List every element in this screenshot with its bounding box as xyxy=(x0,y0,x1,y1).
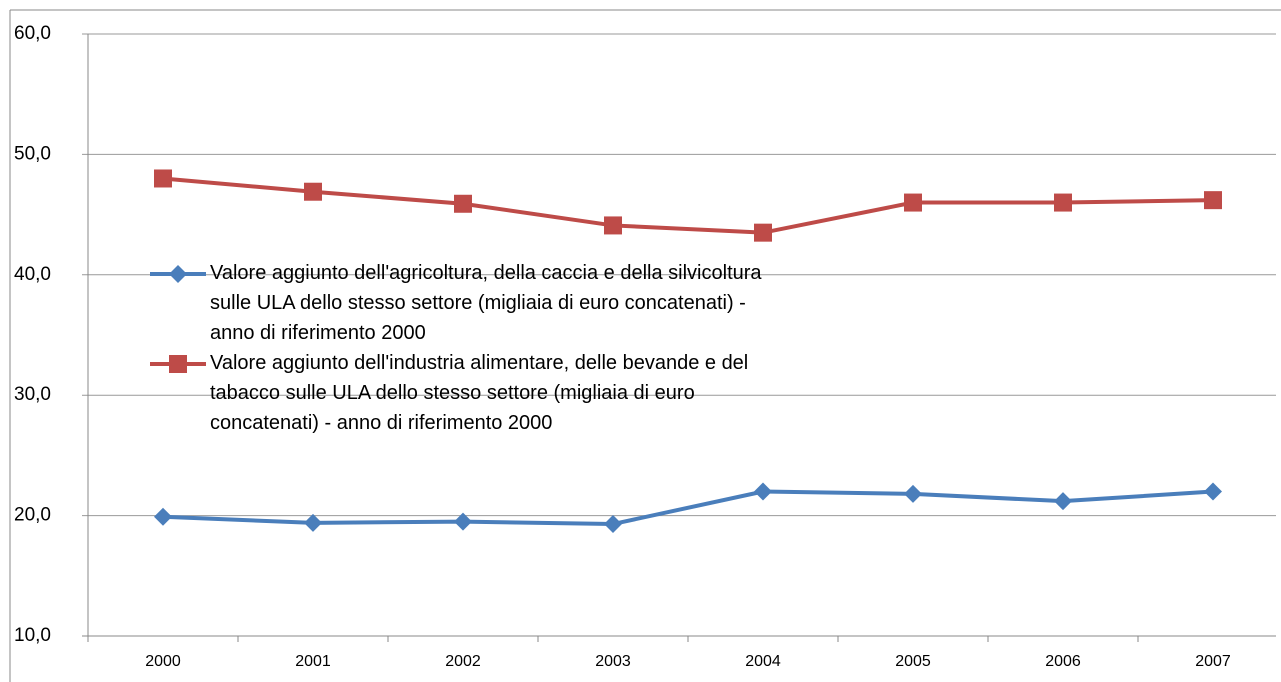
marker xyxy=(904,193,922,212)
marker xyxy=(154,507,172,526)
marker xyxy=(1054,193,1072,212)
marker xyxy=(604,216,622,235)
marker xyxy=(1204,191,1222,210)
x-tick-label: 2007 xyxy=(1195,653,1231,670)
marker xyxy=(1054,492,1072,511)
marker xyxy=(304,182,322,201)
marker xyxy=(754,482,772,501)
legend-label: Valore aggiunto dell'industria alimentar… xyxy=(210,352,749,434)
y-tick-label: 10,0 xyxy=(14,625,51,646)
marker xyxy=(1204,482,1222,501)
legend-icon xyxy=(150,265,206,283)
marker xyxy=(454,194,472,213)
x-tick-label: 2004 xyxy=(745,653,781,670)
legend-icon xyxy=(150,355,206,373)
legend-item: Valore aggiunto dell'agricoltura, della … xyxy=(148,258,770,348)
marker xyxy=(304,513,322,532)
legend-label: Valore aggiunto dell'agricoltura, della … xyxy=(210,262,762,344)
x-tick-label: 2000 xyxy=(145,653,181,670)
marker xyxy=(169,265,187,283)
x-tick-label: 2005 xyxy=(895,653,931,670)
legend: Valore aggiunto dell'agricoltura, della … xyxy=(148,258,768,438)
marker xyxy=(454,512,472,531)
x-tick-label: 2006 xyxy=(1045,653,1081,670)
y-tick-label: 50,0 xyxy=(14,143,51,164)
y-tick-label: 30,0 xyxy=(14,384,51,405)
series-line xyxy=(162,489,1214,527)
y-tick-label: 20,0 xyxy=(14,505,51,526)
marker xyxy=(754,223,772,242)
y-tick-label: 40,0 xyxy=(14,264,51,285)
x-tick-label: 2003 xyxy=(595,653,631,670)
legend-item: Valore aggiunto dell'industria alimentar… xyxy=(148,348,770,438)
marker xyxy=(904,484,922,503)
marker xyxy=(604,515,622,534)
marker xyxy=(169,355,187,373)
series-line xyxy=(162,176,1214,235)
marker xyxy=(154,169,172,188)
y-tick-label: 60,0 xyxy=(14,23,51,44)
x-tick-label: 2002 xyxy=(445,653,481,670)
x-tick-label: 2001 xyxy=(295,653,331,670)
